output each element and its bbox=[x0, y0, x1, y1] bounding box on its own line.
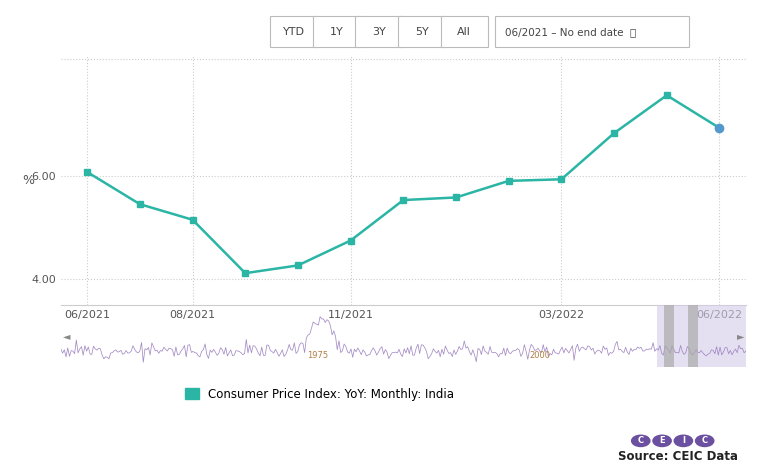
Legend: Consumer Price Index: YoY: Monthly: India: Consumer Price Index: YoY: Monthly: Indi… bbox=[180, 383, 459, 405]
Text: ◄: ◄ bbox=[62, 331, 70, 341]
Text: YTD: YTD bbox=[283, 27, 304, 37]
Text: C: C bbox=[702, 436, 708, 446]
Text: Source: CEIC Data: Source: CEIC Data bbox=[618, 450, 738, 463]
Text: I: I bbox=[682, 436, 685, 446]
Bar bbox=[688, 306, 698, 367]
Y-axis label: %: % bbox=[23, 174, 34, 188]
Text: 1Y: 1Y bbox=[330, 27, 343, 37]
Text: E: E bbox=[659, 436, 665, 446]
Text: 2000: 2000 bbox=[530, 352, 551, 360]
Text: 1975: 1975 bbox=[307, 352, 328, 360]
Text: 3Y: 3Y bbox=[372, 27, 386, 37]
Text: 06/2021 – No end date  📅: 06/2021 – No end date 📅 bbox=[505, 27, 635, 37]
Bar bbox=[657, 306, 746, 367]
Bar bbox=[664, 306, 674, 367]
Text: 5Y: 5Y bbox=[415, 27, 428, 37]
Text: ►: ► bbox=[737, 331, 744, 341]
Text: C: C bbox=[638, 436, 644, 446]
Text: All: All bbox=[457, 27, 471, 37]
